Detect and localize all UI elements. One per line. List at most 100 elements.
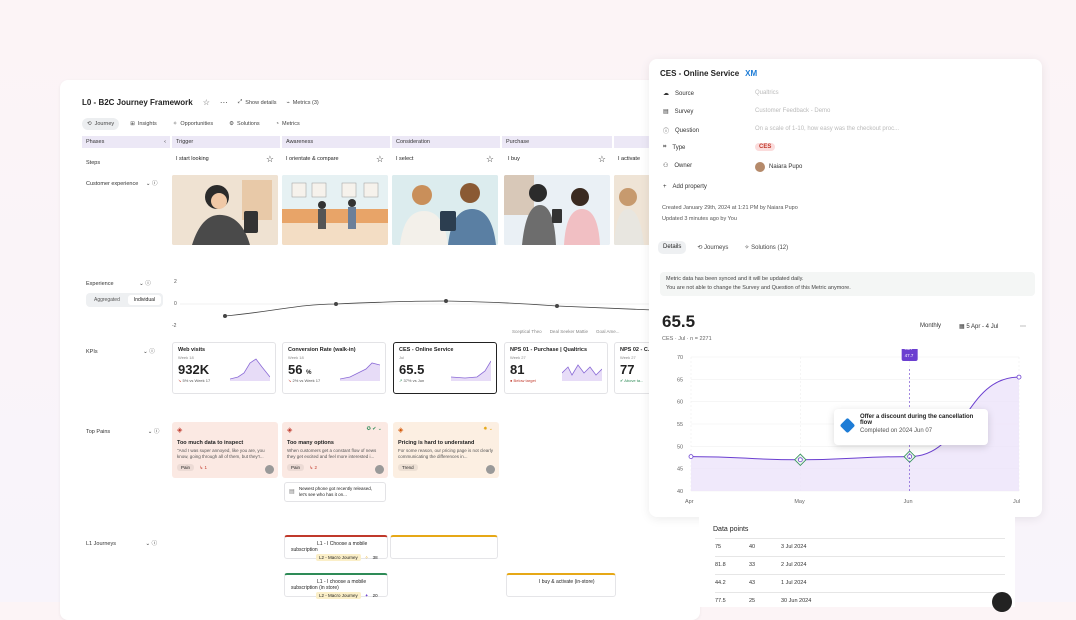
consultation-illustration bbox=[392, 175, 498, 245]
tab-insights[interactable]: ⊞ Insights bbox=[125, 118, 162, 130]
steps-label: Steps bbox=[86, 160, 101, 166]
tab-opportunities[interactable]: ✧ Opportunities bbox=[168, 118, 218, 130]
pain-icon: ◈ bbox=[177, 427, 183, 434]
pain-card[interactable]: ◈ ✪ ✔ ⌄ Too many options When customers … bbox=[282, 422, 388, 478]
exp-point[interactable] bbox=[334, 302, 338, 306]
add-property-button[interactable]: + Add property bbox=[663, 184, 707, 190]
step-card[interactable]: I start looking ☆ bbox=[172, 152, 278, 166]
trend-up-icon: ↗ bbox=[399, 378, 403, 383]
kpi-trend: ✔ Above ta... bbox=[620, 378, 698, 383]
help-icon[interactable]: ⓘ bbox=[151, 181, 158, 187]
star-icon[interactable]: ☆ bbox=[485, 153, 494, 164]
help-button[interactable] bbox=[992, 592, 1012, 612]
chevron-down-icon[interactable]: ⌄ bbox=[147, 429, 153, 435]
legend-entry[interactable]: Sceptical Theo bbox=[512, 329, 542, 334]
tab-journey[interactable]: ⟲ Journey bbox=[82, 118, 120, 130]
chevron-down-icon[interactable]: ⌄ bbox=[139, 281, 144, 287]
property-question[interactable]: ⓘ Question bbox=[663, 126, 699, 136]
phase-consideration[interactable]: Consideration bbox=[392, 136, 500, 148]
property-value[interactable]: Customer Feedback - Demo bbox=[755, 108, 831, 114]
metrics-button[interactable]: ⌁ Metrics (3) bbox=[286, 100, 318, 106]
metric-title: CES - Online Service bbox=[660, 69, 740, 78]
legend-entry[interactable]: Goal Ame... bbox=[595, 329, 620, 334]
legend-entry[interactable]: Deal Seeker Mattie bbox=[549, 329, 588, 334]
exp-point[interactable] bbox=[444, 299, 448, 303]
collapse-icon[interactable]: ‹ bbox=[164, 139, 166, 145]
kpi-value: 932K bbox=[178, 362, 210, 377]
table-row[interactable]: 44.2 43 1 Jul 2024 bbox=[715, 574, 1005, 591]
tab-solutions[interactable]: ⚙ Solutions bbox=[224, 118, 265, 130]
property-source[interactable]: ☁ Source bbox=[663, 90, 694, 98]
check-icon: ✔ bbox=[620, 378, 624, 383]
chevron-down-icon[interactable]: ⌄ bbox=[145, 541, 151, 547]
type-badge[interactable]: CES bbox=[755, 143, 776, 151]
tab-metrics[interactable]: ◔ Metrics bbox=[271, 118, 305, 130]
kpi-card[interactable]: NPS 01 - Purchase | Qualtrics Week 27 81… bbox=[504, 342, 608, 394]
step-card[interactable]: I orientate & compare ☆ bbox=[282, 152, 388, 166]
help-icon[interactable]: ⓘ bbox=[145, 281, 151, 287]
aggregated-option[interactable]: Aggregated bbox=[94, 297, 120, 303]
linked-insight-card[interactable]: ▤ Newest phone got recently released, le… bbox=[284, 482, 386, 502]
star-icon[interactable]: ☆ bbox=[375, 153, 384, 164]
pain-icon: ◈ bbox=[287, 427, 293, 434]
more-icon[interactable]: ⋯ bbox=[219, 98, 228, 107]
period-select[interactable]: Monthly bbox=[920, 323, 941, 329]
phase-trigger[interactable]: Trigger bbox=[172, 136, 280, 148]
tab-label: Details bbox=[663, 244, 682, 250]
avatar-group bbox=[292, 593, 312, 599]
pains-label: Top Pains bbox=[86, 429, 111, 435]
more-icon[interactable]: ⋯ bbox=[1020, 324, 1026, 330]
kpi-period: Week 18 bbox=[288, 355, 304, 360]
journey-card[interactable]: I buy & activate (in-store) bbox=[506, 573, 616, 597]
kpi-period: Jul bbox=[399, 355, 405, 360]
help-icon[interactable]: ⓘ bbox=[149, 349, 155, 355]
chevron-down-icon[interactable]: ⌄ bbox=[143, 349, 148, 355]
pain-card[interactable]: ◈ Too much data to inspect "And I was su… bbox=[172, 422, 278, 478]
help-icon[interactable]: ⓘ bbox=[153, 429, 160, 435]
star-icon[interactable]: ☆ bbox=[265, 153, 274, 164]
l1-row-label: L1 Journeys ⌄ ⓘ bbox=[86, 539, 157, 547]
help-icon[interactable]: ⓘ bbox=[151, 541, 158, 547]
property-survey[interactable]: ▤ Survey bbox=[663, 108, 693, 116]
pain-card[interactable]: ◈ ✸ ⌄ Pricing is hard to understand For … bbox=[393, 422, 499, 478]
property-type[interactable]: ⌗ Type bbox=[663, 144, 685, 151]
kpi-card[interactable]: Web visits Week 18 932K ↘ 5% vs Week 17 bbox=[172, 342, 276, 394]
table-row[interactable]: 75 40 3 Jul 2024 bbox=[715, 538, 1005, 555]
board-title: L0 - B2C Journey Framework bbox=[82, 98, 193, 107]
scene-illustration bbox=[504, 175, 610, 245]
phase-awareness[interactable]: Awareness bbox=[282, 136, 390, 148]
property-owner[interactable]: ⚇ Owner bbox=[663, 162, 692, 170]
exp-point[interactable] bbox=[223, 314, 227, 318]
phase-purchase[interactable]: Purchase bbox=[502, 136, 612, 148]
sync-notice: Metric data has been synced and it will … bbox=[660, 272, 1035, 296]
step-card[interactable]: I activate bbox=[614, 152, 700, 166]
exp-point[interactable] bbox=[555, 304, 559, 308]
kpi-card-selected[interactable]: CES - Online Service Jul 65.5 ↗ 37% vs J… bbox=[393, 342, 497, 394]
tab-solutions[interactable]: ✧ Solutions (12) bbox=[739, 241, 793, 254]
date-range-picker[interactable]: ▦ 5 Apr - 4 Jul bbox=[959, 323, 998, 330]
tab-journeys[interactable]: ⟲ Journeys bbox=[692, 241, 733, 254]
tab-details[interactable]: Details bbox=[658, 241, 687, 254]
journey-card[interactable] bbox=[390, 535, 498, 559]
table-row[interactable]: 81.8 33 2 Jul 2024 bbox=[715, 556, 1005, 573]
table-row[interactable]: 77.5 25 30 Jun 2024 bbox=[715, 592, 1005, 609]
star-icon[interactable]: ☆ bbox=[597, 153, 606, 164]
step-card[interactable]: I select ☆ bbox=[392, 152, 498, 166]
data-point bbox=[1016, 374, 1022, 380]
individual-option[interactable]: Individual bbox=[127, 295, 161, 305]
star-icon[interactable]: ☆ bbox=[202, 98, 210, 107]
kpi-card[interactable]: Conversion Rate (walk-in) Week 18 56 % ↘… bbox=[282, 342, 386, 394]
property-value[interactable]: On a scale of 1-10, how easy was the che… bbox=[755, 126, 900, 132]
kpis-row-label: KPIs ⌄ ⓘ bbox=[86, 347, 155, 355]
property-value[interactable]: Qualtrics bbox=[755, 90, 779, 96]
kpi-sparkline bbox=[451, 360, 491, 381]
step-card[interactable]: I buy ☆ bbox=[504, 152, 610, 166]
solutions-icon: ⚙ bbox=[229, 121, 235, 127]
y-tick-label: 40 bbox=[677, 489, 683, 495]
metrics-icon: ◔ bbox=[275, 121, 279, 127]
exp-axis-tick: -2 bbox=[172, 323, 177, 329]
show-details-button[interactable]: ⤢ Show details bbox=[238, 99, 277, 106]
owner-value[interactable]: Naiara Pupo bbox=[755, 162, 802, 172]
chevron-down-icon[interactable]: ⌄ bbox=[145, 181, 151, 187]
solution-tooltip[interactable]: Offer a discount during the cancellation… bbox=[834, 409, 988, 445]
